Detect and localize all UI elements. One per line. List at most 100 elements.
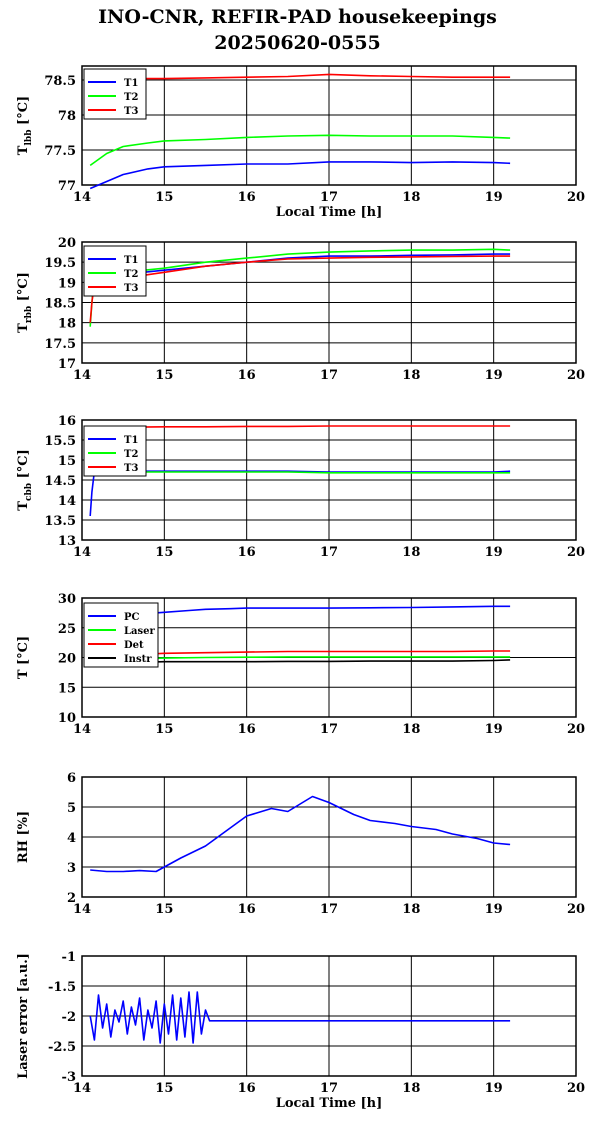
plot-panel-5: 2 3 4 5 6 14 15 16 17 18 19 20 RH [%] <box>16 771 585 917</box>
x-tick-label: 18 <box>402 902 420 917</box>
x-tick-label: 14 <box>73 368 91 383</box>
series-line-t2 <box>89 134 511 167</box>
y-tick-label: 2 <box>67 891 76 906</box>
y-tick-label: 14.5 <box>44 474 76 489</box>
legend-label: Instr <box>124 654 152 665</box>
plot-frame <box>81 955 577 1077</box>
x-tick-label: 20 <box>567 545 585 560</box>
y-tick-label: 19.5 <box>44 256 76 271</box>
y-tick-label: 78.5 <box>44 74 76 89</box>
series-line-det <box>139 650 511 656</box>
x-tick-label: 14 <box>73 190 91 205</box>
y-axis-label-sub: rbb <box>24 306 34 323</box>
x-tick-label: 19 <box>485 902 503 917</box>
y-tick-label: -1.5 <box>48 980 76 995</box>
series-line-t1 <box>89 161 511 190</box>
legend-label: Det <box>124 640 144 651</box>
y-tick-label: 15 <box>58 454 76 469</box>
plot-frame <box>81 241 577 364</box>
x-tick-label: 19 <box>485 722 503 737</box>
y-tick-label: 30 <box>58 592 76 607</box>
y-axis-label-main: T [°C] <box>16 636 31 679</box>
x-tick-label: 16 <box>238 545 256 560</box>
series-line-laser <box>139 656 511 660</box>
y-tick-label: 18.5 <box>44 297 76 312</box>
x-tick-label: 15 <box>155 545 173 560</box>
y-tick-label: 20 <box>58 652 76 667</box>
legend-label: T3 <box>124 463 138 474</box>
y-tick-label: 78 <box>58 109 76 124</box>
y-axis-label: Trbb [°C] <box>16 272 34 333</box>
x-tick-label: 17 <box>320 368 338 383</box>
y-tick-label: 77.5 <box>44 144 76 159</box>
legend-label: T2 <box>124 92 138 103</box>
legend-label: T1 <box>124 435 138 446</box>
x-tick-label: 20 <box>567 722 585 737</box>
y-tick-label: 13.5 <box>44 514 76 529</box>
legend-label: T1 <box>124 255 138 266</box>
x-tick-label: 16 <box>238 1081 256 1096</box>
legend-label: T2 <box>124 449 138 460</box>
y-tick-label: 14 <box>58 494 76 509</box>
y-axis-label-main: T <box>16 323 31 333</box>
y-axis-label-main: Laser error [a.u.] <box>16 953 31 1079</box>
x-tick-label: 18 <box>402 190 420 205</box>
legend-label: PC <box>124 612 140 623</box>
y-tick-label: -2 <box>62 1010 76 1025</box>
y-axis-label: Tcbb [°C] <box>16 449 34 510</box>
y-tick-label: 4 <box>67 831 76 846</box>
y-tick-label: 5 <box>67 801 76 816</box>
legend-box <box>83 602 159 668</box>
y-tick-label: 3 <box>67 861 76 876</box>
y-axis-label-main: RH [%] <box>16 811 31 863</box>
x-tick-label: 19 <box>485 368 503 383</box>
y-tick-label: 6 <box>67 771 76 786</box>
chart-title-line1: INO-CNR, REFIR-PAD housekeepings <box>98 6 497 28</box>
y-tick-label: 20 <box>58 236 76 251</box>
plot-panel-2: 17 17.5 18 18.5 19 19.5 20 14 15 16 17 18 19 20 Trbb [… <box>16 236 585 383</box>
series-line-t1 <box>89 470 511 517</box>
x-tick-label: 17 <box>320 1081 338 1096</box>
y-axis-label-main: T <box>16 145 31 155</box>
y-tick-label: -3 <box>62 1070 76 1085</box>
y-tick-label: 17 <box>58 357 76 372</box>
x-tick-label: 19 <box>485 190 503 205</box>
x-tick-label: 17 <box>320 545 338 560</box>
y-tick-label: 10 <box>58 711 76 726</box>
series-line-t2 <box>89 248 511 327</box>
y-tick-label: 19 <box>58 276 76 291</box>
x-tick-label: 15 <box>155 722 173 737</box>
x-tick-label: 20 <box>567 368 585 383</box>
x-tick-label: 18 <box>402 722 420 737</box>
plot-frame <box>81 597 577 718</box>
series-line-t2 <box>94 471 511 474</box>
legend: T1 T2 T3 <box>83 245 147 297</box>
plot-frame <box>81 776 577 898</box>
x-axis-label: Local Time [h] <box>276 205 383 220</box>
legend: T1 T2 T3 <box>83 425 147 477</box>
x-tick-label: 17 <box>320 902 338 917</box>
plot-panel-4: 10 15 20 25 30 14 15 16 17 18 19 20 T [°C] PC Laser Det… <box>16 592 585 737</box>
x-tick-label: 16 <box>238 722 256 737</box>
y-tick-label: 18 <box>58 317 76 332</box>
x-tick-label: 20 <box>567 190 585 205</box>
legend-label: Laser <box>124 626 156 637</box>
y-axis-label: Tlbb [°C] <box>16 96 34 155</box>
y-tick-label: -2.5 <box>48 1040 76 1055</box>
legend-label: T1 <box>124 78 138 89</box>
x-tick-label: 15 <box>155 902 173 917</box>
y-axis-label: Laser error [a.u.] <box>16 953 31 1079</box>
y-axis-label-unit: [°C] <box>16 96 31 130</box>
legend-label: T2 <box>124 269 138 280</box>
x-tick-label: 18 <box>402 368 420 383</box>
y-axis-label-sub: cbb <box>24 483 34 501</box>
plot-panel-1: 77 77.5 78 78.5 14 15 16 17 18 19 20 Local Time [h]… <box>16 65 585 220</box>
y-tick-label: 25 <box>58 622 76 637</box>
legend: T1 T2 T3 <box>83 68 147 120</box>
x-tick-label: 17 <box>320 722 338 737</box>
x-tick-label: 14 <box>73 545 91 560</box>
plot-frame <box>81 65 577 186</box>
x-tick-label: 18 <box>402 545 420 560</box>
legend-label: T3 <box>124 283 138 294</box>
y-tick-label: 15 <box>58 681 76 696</box>
